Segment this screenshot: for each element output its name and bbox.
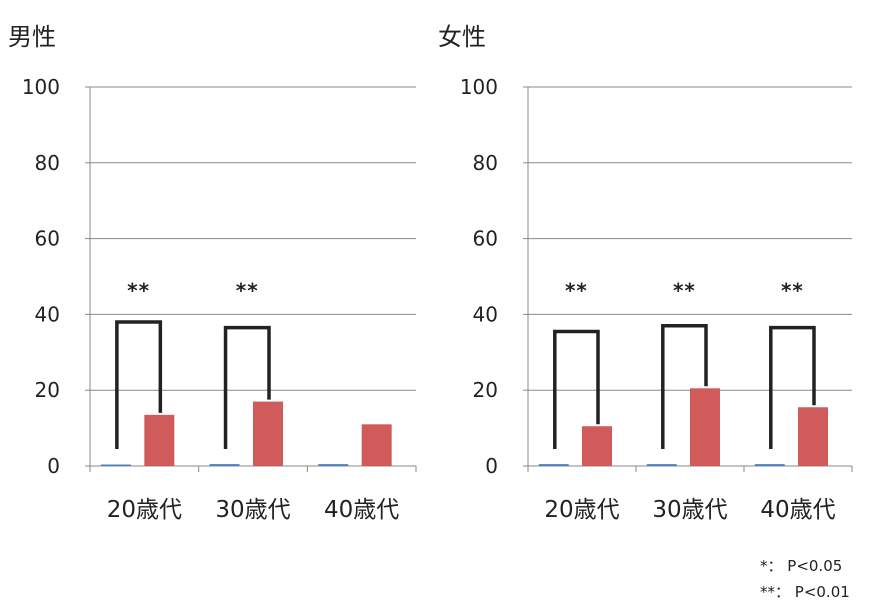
y-tick-label: 60 (35, 227, 60, 251)
significance-label: ** (127, 278, 150, 302)
chart-panel-0: 男性 0 20 40 60 80 100 20歳代 30歳代 40歳代 ** ** (8, 23, 417, 523)
significance-bracket (769, 325, 816, 449)
y-tick-label: 80 (473, 151, 498, 175)
y-tick-label: 40 (473, 302, 498, 326)
significance-bracket (115, 320, 163, 449)
y-tick-label: 0 (47, 454, 60, 478)
bar-series-2 (144, 414, 175, 466)
x-category-label: 40歳代 (324, 497, 399, 523)
significance-label: ** (565, 278, 588, 302)
y-tick-label: 100 (460, 75, 498, 99)
bar-series-2 (361, 424, 392, 466)
note-p001: **： P<0.01 (760, 583, 850, 601)
y-tick-label: 20 (473, 378, 498, 402)
bar-series-2 (582, 426, 612, 466)
y-tick-label: 100 (22, 75, 60, 99)
bar-series-2 (253, 401, 283, 466)
chart-title: 女性 (438, 23, 486, 51)
bar-series-2 (798, 407, 828, 466)
bar-series-1 (209, 464, 240, 466)
x-category-label: 20歳代 (544, 497, 619, 523)
chart-title: 男性 (8, 23, 56, 51)
y-tick-label: 0 (485, 454, 498, 478)
y-tick-label: 60 (473, 227, 498, 251)
chart-panel-1: 女性 0 20 40 60 80 100 20歳代 30歳代 40歳代 ** ** ** (438, 23, 853, 523)
y-tick-label: 40 (35, 302, 60, 326)
significance-legend: *： P<0.05 **： P<0.01 (760, 557, 850, 601)
bar-series-2 (690, 388, 720, 466)
bar-series-1 (318, 464, 349, 466)
significance-label: ** (673, 278, 696, 302)
x-category-label: 40歳代 (760, 497, 835, 523)
significance-bracket (661, 324, 708, 449)
x-category-label: 20歳代 (107, 497, 182, 523)
significance-bracket (553, 329, 600, 449)
y-tick-label: 80 (35, 151, 60, 175)
significance-label: ** (781, 278, 804, 302)
x-category-label: 30歳代 (215, 497, 290, 523)
bar-series-1 (646, 464, 677, 466)
significance-bracket (223, 325, 271, 449)
bar-series-1 (538, 464, 569, 466)
x-category-label: 30歳代 (652, 497, 727, 523)
y-tick-label: 20 (35, 378, 60, 402)
significance-label: ** (236, 278, 259, 302)
note-p005: *： P<0.05 (760, 557, 842, 575)
bar-series-1 (754, 464, 785, 466)
bar-series-1 (100, 464, 131, 466)
